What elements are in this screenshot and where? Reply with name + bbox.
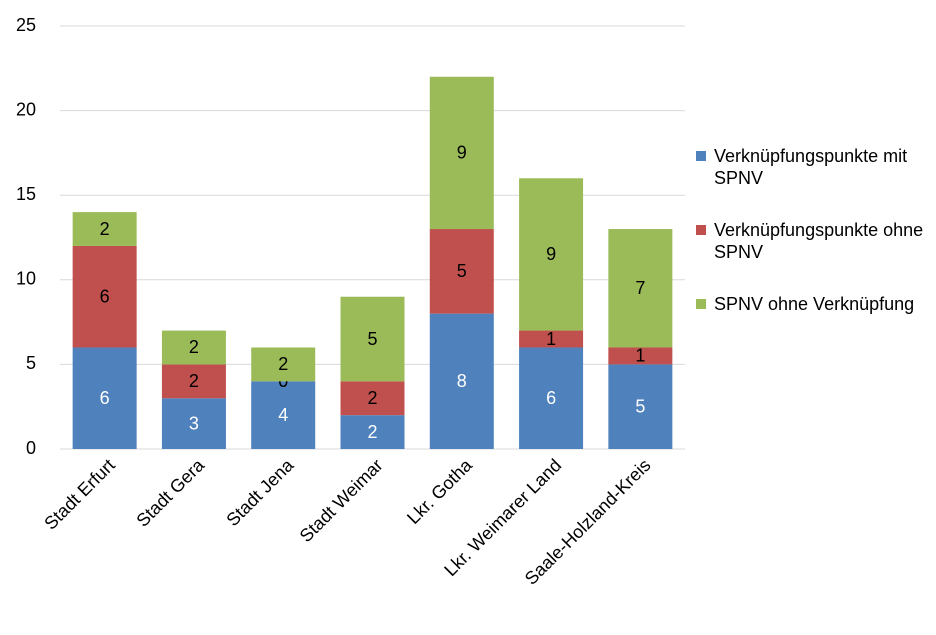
data-label: 3 [189,413,199,433]
bar-segment [519,330,584,348]
legend-item: Verknüpfungspunkte mit SPNV [696,145,936,189]
data-label: 5 [457,261,467,281]
bar-segment [251,347,316,382]
data-label: 1 [635,346,645,366]
data-label: 1 [546,329,556,349]
bar-segment [161,364,226,399]
data-label: 6 [100,286,110,306]
data-label: 2 [367,422,377,442]
legend-label: SPNV ohne Verknüpfung [714,294,915,314]
bar-segment [251,381,316,449]
y-tick-label: 15 [16,184,36,204]
bar-segment [340,381,405,416]
x-tick-label: Lkr. Gotha [403,454,477,528]
data-label: 2 [278,354,288,374]
x-tick-label: Stadt Weimar [296,455,387,546]
bar-segment [519,347,584,449]
bar-segment [72,212,137,246]
data-label: 8 [457,371,467,391]
y-tick-label: 5 [26,353,36,373]
bar-segment [161,398,226,449]
x-tick-label: Stadt Jena [222,454,298,530]
legend-label: Verknüpfungspunkte mit SPNV [714,146,908,188]
data-label: 7 [635,278,645,298]
bar-segment [429,229,494,314]
y-tick-label: 25 [16,15,36,35]
bar-segment [72,347,137,449]
y-tick-label: 20 [16,99,36,119]
legend-swatch [696,225,706,235]
bar-segment [519,178,584,331]
data-label: 9 [546,244,556,264]
legend-label: Verknüpfungspunkte ohne SPNV [714,220,924,262]
data-label: 9 [457,143,467,163]
data-label: 6 [546,388,556,408]
bar-segment [608,347,673,365]
y-tick-label: 0 [26,438,36,458]
legend-swatch [696,151,706,161]
bar-segment [340,296,405,382]
bar-segment [429,76,494,230]
bar-segment [340,415,405,449]
x-tick-label: Stadt Erfurt [40,455,119,534]
legend: Verknüpfungspunkte mit SPNV Verknüpfungsp… [696,145,936,345]
x-tick-label: Stadt Gera [132,454,208,530]
y-tick-label: 10 [16,269,36,289]
bar-segment [161,330,226,365]
data-label: 4 [278,405,288,425]
bar-segment [608,364,673,449]
data-label: 6 [100,388,110,408]
data-label: 5 [635,396,645,416]
data-label: 5 [367,329,377,349]
legend-item: SPNV ohne Verknüpfung [696,293,936,315]
data-label: 2 [189,337,199,357]
legend-swatch [696,299,706,309]
bar-segment [429,313,494,449]
bar-segment [608,229,673,348]
bar-segment [72,245,137,348]
data-label: 2 [100,219,110,239]
data-label: 2 [189,371,199,391]
legend-item: Verknüpfungspunkte ohne SPNV [696,219,936,263]
data-label: 2 [367,388,377,408]
